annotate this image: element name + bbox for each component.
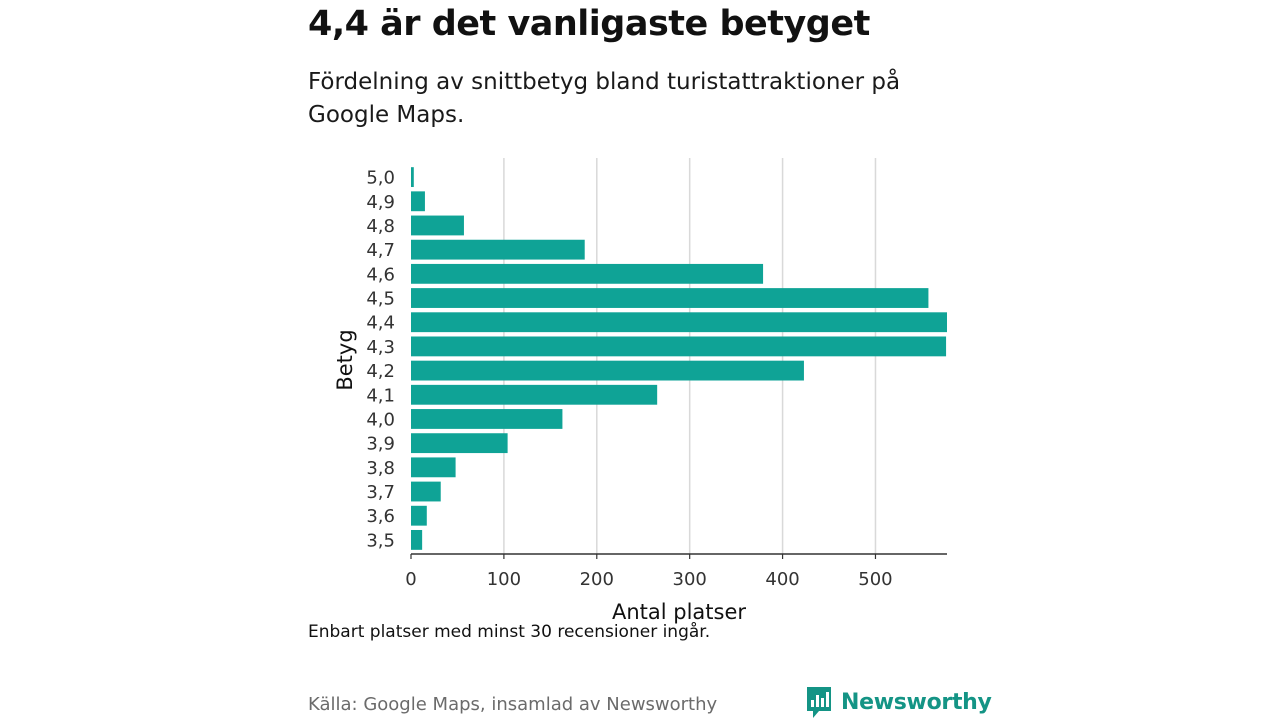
y-tick-label: 4,0 <box>366 409 395 430</box>
bar <box>411 433 508 454</box>
bar <box>411 409 563 429</box>
newsworthy-logo-icon <box>807 687 831 718</box>
source-credit: Källa: Google Maps, insamlad av Newswort… <box>308 694 718 715</box>
y-tick-label: 3,6 <box>366 506 395 527</box>
bar <box>411 505 427 526</box>
x-axis-title: Antal platser <box>612 600 746 624</box>
x-tick-label: 200 <box>580 569 614 590</box>
bar <box>411 215 464 236</box>
bars <box>411 167 947 550</box>
y-axis-title: Betyg <box>333 329 357 390</box>
bar <box>411 384 658 405</box>
y-tick-label: 4,6 <box>366 264 395 285</box>
x-tick-label: 300 <box>673 569 707 590</box>
y-tick-label: 4,1 <box>366 385 395 406</box>
chart-subtitle: Fördelning av snittbetyg bland turistatt… <box>308 69 901 128</box>
x-tick-labels: 0 100 200 300 400 500 <box>405 554 893 590</box>
brand-name: Newsworthy <box>841 689 992 715</box>
x-tick-label: 500 <box>858 569 892 590</box>
y-tick-label: 4,8 <box>366 216 395 237</box>
y-tick-label: 4,7 <box>366 240 395 261</box>
x-tick-label: 0 <box>405 569 416 590</box>
y-tick-label: 5,0 <box>366 168 395 189</box>
y-tick-label: 4,9 <box>366 192 395 213</box>
bar <box>411 529 423 550</box>
bar <box>411 457 456 478</box>
bar <box>411 481 441 502</box>
y-tick-label: 3,5 <box>366 530 395 551</box>
footnote: Enbart platser med minst 30 recensioner … <box>308 622 711 642</box>
bar <box>411 288 929 308</box>
bar <box>411 167 414 188</box>
bar <box>411 336 947 357</box>
y-tick-label: 3,9 <box>366 434 395 455</box>
bar <box>411 263 764 284</box>
y-tick-labels: 5,0 4,9 4,8 4,7 4,6 4,5 4,4 4,3 4,2 4,1 4,0 3,9 3,8 3… <box>366 168 395 552</box>
bar <box>411 312 947 333</box>
y-tick-label: 3,8 <box>366 458 395 479</box>
bar <box>411 360 804 381</box>
bar <box>411 191 425 212</box>
y-tick-label: 4,3 <box>366 337 395 358</box>
y-tick-label: 4,2 <box>366 361 395 382</box>
x-tick-label: 400 <box>765 569 799 590</box>
chart-title: 4,4 är det vanligaste betyget <box>308 4 870 44</box>
y-tick-label: 4,4 <box>366 313 395 334</box>
y-tick-label: 3,7 <box>366 482 395 503</box>
x-tick-label: 100 <box>487 569 521 590</box>
y-tick-label: 4,5 <box>366 289 395 310</box>
bar <box>411 239 585 260</box>
brand-logo: Newsworthy <box>805 685 992 719</box>
